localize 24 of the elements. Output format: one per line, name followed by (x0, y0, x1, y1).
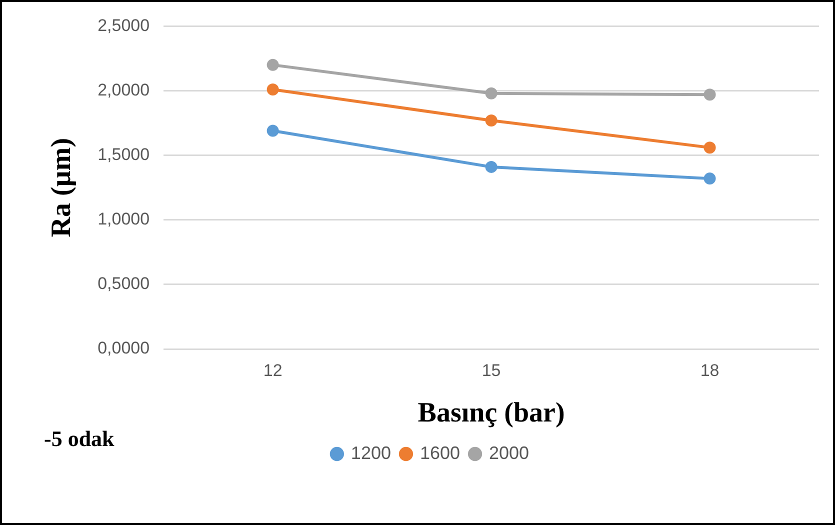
x-tick-label: 12 (263, 360, 282, 380)
y-axis-title: Ra (µm) (46, 138, 78, 238)
legend-label: 2000 (489, 442, 530, 463)
legend-label: 1600 (420, 442, 460, 463)
point (485, 87, 498, 100)
y-tick-label: 0,5000 (98, 274, 150, 294)
legend-label: 1200 (350, 442, 391, 463)
x-tick-label: 15 (482, 360, 501, 380)
point (485, 160, 498, 173)
y-tick-label: 2,5000 (98, 16, 150, 35)
point (266, 83, 279, 96)
x-tick-label: 18 (700, 360, 720, 380)
point (266, 58, 279, 71)
x-axis-title: Basınç (bar) (418, 397, 565, 428)
y-tick-label: 1,0000 (98, 210, 150, 229)
point (485, 114, 498, 126)
point (266, 124, 279, 137)
y-tick-label: 1,5000 (98, 145, 150, 164)
text: -5 odak (44, 426, 114, 452)
point (704, 172, 716, 185)
y-tick-label: 2,0000 (98, 80, 150, 100)
point (704, 88, 716, 101)
y-tick-label: 0,0000 (98, 338, 150, 358)
point (704, 142, 716, 154)
